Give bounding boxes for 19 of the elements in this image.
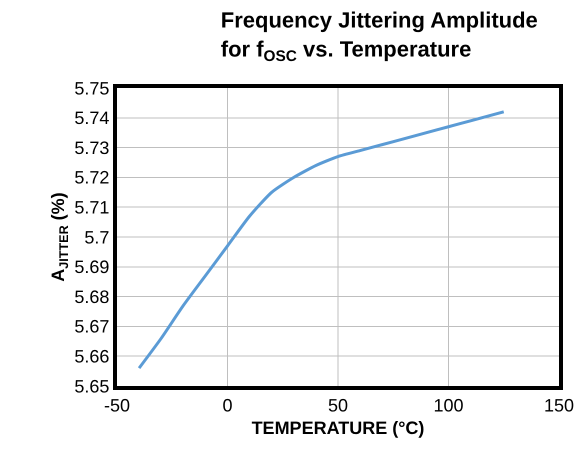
x-tick-label: 50	[328, 396, 348, 416]
y-tick-label: 5.73	[74, 138, 110, 158]
x-axis-title: TEMPERATURE (°C)	[252, 418, 424, 438]
y-tick-label: 5.75	[74, 78, 110, 98]
y-tick-label: 5.71	[74, 198, 110, 218]
y-tick-label: 5.74	[74, 108, 110, 128]
y-tick-label: 5.68	[74, 286, 110, 307]
y-tick-label: 5.69	[74, 257, 110, 278]
x-tick-label: 100	[433, 396, 464, 416]
x-tick-label: 150	[544, 396, 574, 416]
y-tick-label: 5.65	[74, 376, 110, 396]
line-series	[138, 110, 506, 370]
x-tick-label: -50	[104, 396, 130, 416]
y-tick-label: 5.67	[74, 316, 110, 337]
y-tick-label: 5.7	[84, 227, 110, 248]
chart-title: Frequency Jittering Amplitude for f$_{OSC}$ vs. Temperature	[220, 8, 538, 65]
y-tick-label: 5.72	[74, 168, 110, 188]
x-tick-label: 0	[222, 396, 233, 416]
y-tick-label: 5.66	[74, 346, 110, 366]
